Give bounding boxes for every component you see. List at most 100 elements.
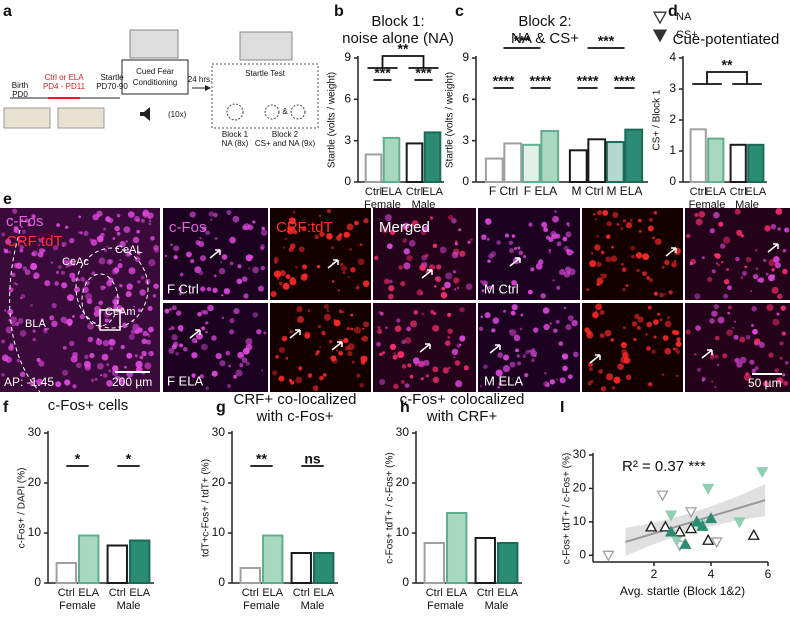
cell	[343, 337, 349, 344]
cell	[621, 349, 628, 355]
cell	[695, 218, 703, 226]
cell	[553, 328, 558, 333]
cell	[674, 347, 679, 352]
label: Birth	[12, 81, 28, 90]
cell	[509, 361, 516, 368]
cell	[674, 330, 680, 336]
cell	[98, 257, 106, 265]
cell	[79, 313, 85, 320]
cell	[552, 215, 559, 223]
cell	[425, 253, 429, 258]
cell	[518, 250, 524, 256]
cell	[195, 240, 201, 246]
cell	[566, 249, 573, 256]
cell	[784, 360, 789, 365]
cell	[100, 285, 106, 291]
cell	[69, 237, 75, 244]
label: Conditioning	[133, 78, 177, 87]
cell	[319, 231, 325, 237]
group-label: Male	[301, 600, 325, 612]
cell	[400, 379, 405, 384]
cell	[634, 313, 640, 319]
cell	[509, 329, 512, 333]
stain-label: CRF:tdT	[6, 233, 63, 250]
cell	[229, 236, 236, 244]
cell	[686, 233, 691, 239]
cell	[64, 379, 71, 386]
cell	[46, 327, 50, 331]
cell	[173, 245, 180, 252]
cell	[147, 326, 154, 333]
cell	[723, 293, 729, 299]
cell	[620, 341, 627, 349]
stain-label: c-Fos	[6, 213, 44, 230]
cell	[44, 280, 51, 287]
cell	[481, 234, 487, 240]
bar	[729, 143, 747, 184]
cell	[447, 336, 450, 339]
cell	[207, 304, 214, 312]
x-tick-label: ELA	[705, 186, 726, 198]
cell	[508, 240, 514, 246]
cell	[376, 341, 381, 347]
cell	[559, 269, 566, 276]
cell	[739, 356, 747, 364]
cell	[62, 244, 65, 247]
speaker	[140, 107, 150, 121]
cell	[179, 272, 184, 277]
cell	[19, 244, 24, 250]
significance-label: ****	[530, 73, 552, 89]
cell	[432, 324, 440, 332]
x-tick-label: M ELA	[606, 184, 642, 198]
cell	[298, 246, 305, 253]
cell	[293, 230, 298, 235]
cell	[109, 346, 114, 351]
cell	[600, 250, 605, 255]
cell	[776, 377, 784, 385]
cell	[298, 366, 303, 371]
cell	[671, 262, 677, 268]
cell	[213, 212, 218, 218]
coordinate: AP: -1.45	[4, 375, 54, 389]
cell	[272, 370, 278, 376]
cell	[190, 258, 195, 264]
cell	[780, 305, 786, 311]
channel-label: c-Fos	[169, 219, 207, 236]
cell	[172, 341, 179, 348]
cell	[295, 376, 303, 384]
cell	[173, 255, 178, 260]
cell	[292, 211, 296, 214]
cell	[211, 370, 218, 377]
cell	[338, 309, 343, 314]
cell	[114, 225, 120, 232]
cell	[147, 305, 153, 312]
cell	[354, 220, 359, 226]
cell	[478, 326, 484, 331]
cell	[407, 363, 412, 368]
cell	[189, 211, 196, 218]
cell	[755, 267, 759, 271]
cell	[763, 258, 767, 263]
cell	[444, 340, 451, 346]
cell	[140, 275, 145, 280]
cell	[538, 259, 544, 265]
cell	[169, 308, 172, 311]
cell	[362, 280, 370, 287]
cell	[733, 320, 737, 323]
cell	[301, 264, 308, 270]
cell	[412, 357, 420, 365]
cage	[3, 107, 51, 129]
y-tick-label: 10	[396, 525, 410, 539]
cell	[558, 341, 563, 346]
bar	[587, 138, 607, 184]
cell	[125, 291, 132, 298]
cell	[69, 272, 76, 279]
cell	[196, 332, 203, 340]
cell	[197, 312, 202, 317]
cell	[214, 237, 218, 240]
cell	[323, 304, 329, 309]
cell	[316, 264, 321, 269]
cell	[770, 223, 777, 230]
arrow	[421, 269, 433, 279]
